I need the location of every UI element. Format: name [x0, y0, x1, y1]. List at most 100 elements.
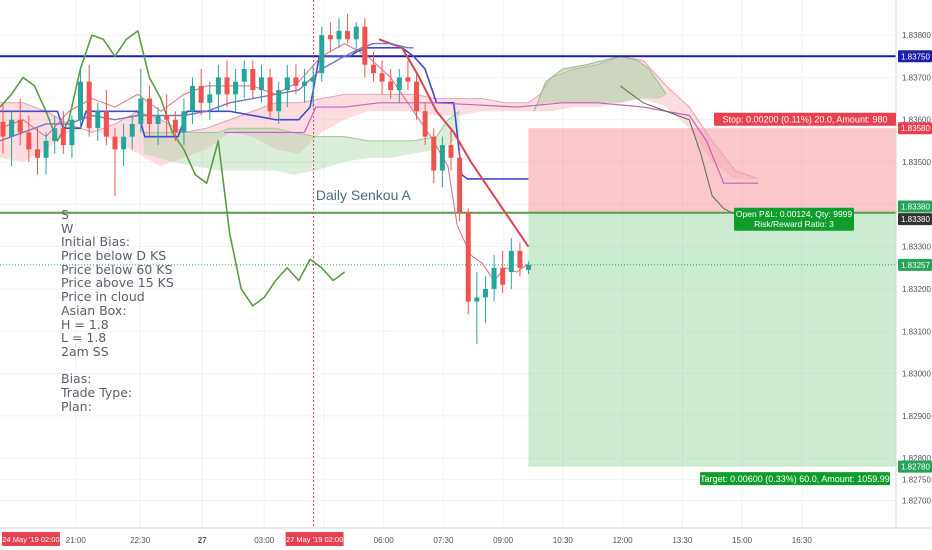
candle-body	[69, 119, 75, 146]
price-badge-label: 1.83580	[901, 124, 930, 133]
x-tick-label: 07:30	[433, 536, 454, 545]
candle	[370, 52, 376, 82]
candle-body	[353, 26, 359, 40]
candle-body	[284, 77, 290, 91]
ichimoku-cloud	[0, 55, 759, 180]
note-line: 2am SS	[61, 343, 109, 359]
note-line: Plan:	[61, 398, 92, 414]
annotation-daily-senkou-a: Daily Senkou A	[316, 187, 412, 203]
candle	[250, 60, 256, 99]
candle	[103, 90, 109, 146]
candle-body	[526, 264, 532, 270]
target-zone	[528, 212, 896, 467]
candle-body	[370, 64, 376, 74]
candle-body	[43, 140, 49, 158]
candle-body	[319, 35, 325, 74]
candle-body	[500, 267, 506, 285]
note-line: H = 1.8	[61, 316, 109, 332]
time-axis-bg	[0, 528, 932, 550]
candle-body	[26, 132, 32, 150]
candle	[345, 13, 351, 44]
candle	[26, 115, 32, 163]
candle-body	[121, 136, 127, 150]
note-line: Initial Bias:	[61, 234, 130, 250]
x-tick-label: 10:30	[553, 536, 574, 545]
trade-notes[interactable]: S W Initial Bias: Price below D KS Price bel…	[61, 208, 174, 413]
candle-body	[388, 81, 394, 91]
series-line-1	[0, 47, 529, 180]
candle	[172, 111, 178, 141]
cloud-green-edge	[143, 110, 460, 142]
candle	[267, 68, 273, 120]
y-tick-label: 1.83600	[902, 116, 931, 125]
candle	[164, 94, 170, 137]
candle	[9, 111, 15, 167]
price-badge-bg	[898, 213, 932, 226]
candle-body	[164, 115, 170, 120]
stop-label: Stop: 0.00200 (0.11%) 20.0, Amount: 980	[723, 115, 888, 125]
time-badge-bg	[2, 532, 60, 546]
candle	[34, 128, 40, 175]
candle-body	[302, 81, 308, 86]
y-tick-label: 1.83000	[902, 370, 931, 379]
y-tick-label: 1.82800	[902, 454, 931, 463]
candle-body	[345, 30, 351, 40]
series-line-3	[0, 42, 414, 142]
candle-body	[95, 111, 101, 129]
note-line: Price above 15 KS	[61, 275, 174, 291]
price-badge-label: 1.83750	[901, 52, 930, 61]
candle	[78, 68, 84, 129]
candle	[258, 64, 264, 103]
price-badge-label: 1.83380	[901, 215, 930, 224]
candle	[302, 68, 308, 103]
y-tick-label: 1.82900	[902, 412, 931, 421]
series-line-5	[224, 102, 759, 184]
position-labels: Stop: 0.00200 (0.11%) 20.0, Amount: 980 O…	[700, 112, 896, 486]
candle	[0, 102, 6, 154]
candle-body	[52, 128, 58, 141]
candle	[379, 60, 385, 95]
candle-body	[181, 111, 187, 133]
candle	[215, 64, 221, 112]
candle-body	[207, 94, 213, 103]
pnl-label-line2: Risk/Reward Ratio: 3	[754, 219, 834, 229]
x-tick-label: 06:00	[374, 536, 395, 545]
y-tick-label: 1.82750	[902, 475, 931, 484]
candle-body	[396, 77, 402, 91]
candle-body	[0, 121, 6, 137]
cloud-green-future	[534, 56, 667, 112]
candle-body	[215, 77, 221, 95]
note-line	[61, 359, 174, 373]
candle-body	[190, 85, 196, 112]
candle-body	[17, 119, 23, 133]
y-tick-label: 1.83500	[902, 158, 931, 167]
candle	[474, 272, 480, 344]
candle-body	[405, 77, 411, 82]
y-tick-label: 1.83100	[902, 327, 931, 336]
y-tick-label: 1.83300	[902, 243, 931, 252]
candle	[224, 60, 230, 108]
series-line-0	[0, 30, 346, 307]
time-badge-bg	[285, 532, 344, 546]
candle-body	[379, 73, 385, 82]
candle	[233, 68, 239, 112]
candle	[190, 77, 196, 124]
candle	[129, 115, 135, 150]
x-tick-label: 03:00	[254, 536, 275, 545]
price-badge-bg	[898, 200, 932, 213]
candle-body	[224, 77, 230, 95]
y-tick-label: 1.83700	[902, 73, 931, 82]
candle-body	[517, 250, 523, 268]
candle	[284, 64, 290, 108]
candle-body	[327, 35, 333, 40]
candle-body	[78, 81, 84, 120]
candle-body	[60, 128, 66, 146]
candle	[17, 98, 23, 146]
candle-body	[233, 81, 239, 95]
x-tick-label: 12:00	[613, 536, 634, 545]
candle	[396, 68, 402, 103]
cloud-green	[143, 111, 460, 175]
